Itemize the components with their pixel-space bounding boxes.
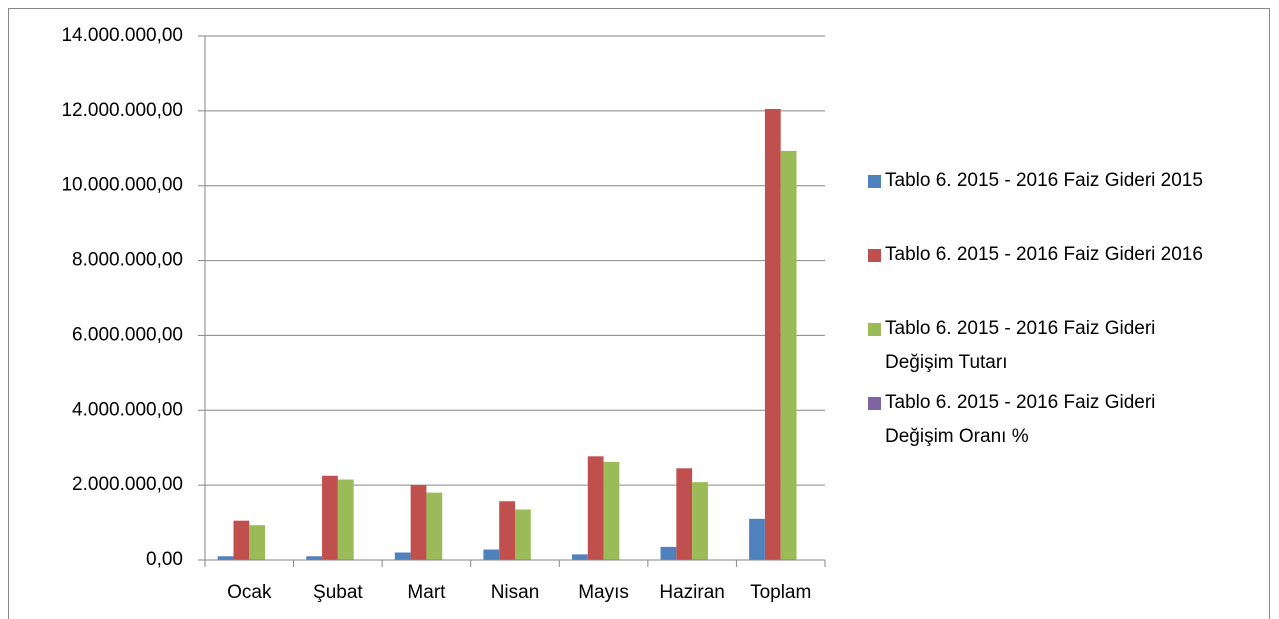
y-tick-label: 0,00 [146,549,183,570]
bar [233,520,250,560]
bar [587,456,604,560]
bar [410,485,427,560]
x-tick-label: Şubat [313,582,363,603]
y-tick-label: 4.000.000,00 [72,399,183,420]
legend-swatch [868,249,881,262]
bar [571,554,588,560]
bar [764,108,781,560]
bar [306,556,323,560]
legend-item: Tablo 6. 2015 - 2016 Faiz Gideri 2016 [868,238,1228,272]
bar [249,525,266,560]
legend-item: Tablo 6. 2015 - 2016 Faiz Gideri Değişim… [868,312,1228,380]
bar [483,549,500,560]
y-tick-label: 14.000.000,00 [61,25,183,46]
legend-label: Tablo 6. 2015 - 2016 Faiz Gideri 2015 [885,170,1203,191]
y-tick-label: 2.000.000,00 [72,474,183,495]
chart-border [8,8,1270,619]
bar [692,482,708,560]
legend-item: Tablo 6. 2015 - 2016 Faiz Gideri 2015 [868,164,1228,198]
bar [217,556,234,560]
bar [660,546,677,560]
bar [780,150,797,561]
legend-label: Tablo 6. 2015 - 2016 Faiz Gideri Değişim… [885,318,1156,373]
x-tick-label: Haziran [659,582,724,603]
y-tick-label: 10.000.000,00 [61,175,183,196]
bar [515,509,531,560]
legend-item: Tablo 6. 2015 - 2016 Faiz Gideri Değişim… [868,386,1228,454]
y-tick-label: 6.000.000,00 [72,324,183,345]
y-tick-label: 8.000.000,00 [72,250,183,271]
legend-swatch [868,175,881,188]
bar [676,468,693,560]
x-tick-label: Toplam [750,582,811,603]
x-tick-label: Nisan [491,582,540,603]
legend-label: Tablo 6. 2015 - 2016 Faiz Gideri Değişim… [885,392,1156,447]
bar [426,492,443,560]
bar [603,461,620,560]
legend-swatch [868,323,881,336]
x-tick-label: Mart [407,582,446,603]
legend-label: Tablo 6. 2015 - 2016 Faiz Gideri 2016 [885,244,1203,265]
x-tick-label: Ocak [227,582,272,603]
bar [322,475,338,560]
bar [499,501,515,560]
x-tick-label: Mayıs [578,582,629,603]
y-tick-label: 12.000.000,00 [61,100,183,121]
bar [749,518,765,560]
bar [337,479,354,560]
bar [394,552,411,560]
legend-swatch [868,397,881,410]
